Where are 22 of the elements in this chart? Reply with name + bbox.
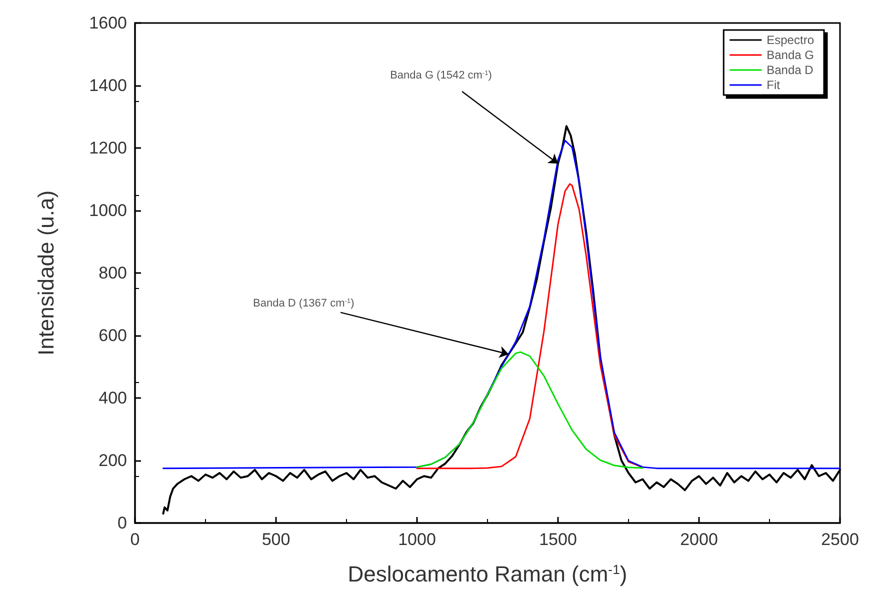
- y-tick-label: 1200: [89, 138, 127, 158]
- legend-label: Espectro: [766, 33, 814, 47]
- line-series: [416, 351, 644, 469]
- y-tick-label: 600: [98, 326, 127, 345]
- y-tick-label: 200: [98, 451, 127, 470]
- y-tick-label: 1400: [89, 76, 127, 95]
- y-tick-label: 1000: [89, 201, 127, 220]
- x-tick-label: 2500: [821, 530, 859, 549]
- legend-label: Fit: [766, 78, 781, 92]
- x-tick-label: 500: [262, 530, 290, 549]
- y-tick-label: 800: [98, 264, 127, 282]
- legend-label: Banda D: [766, 63, 814, 77]
- x-tick-label: 1000: [398, 530, 436, 549]
- y-tick-label: 1600: [89, 14, 127, 32]
- y-axis-title: Intensidade (u.a): [34, 190, 58, 356]
- x-tick-label: 0: [130, 530, 140, 549]
- x-tick-label: 2000: [680, 530, 718, 549]
- line-series: [162, 140, 841, 470]
- y-tick-label: 400: [98, 388, 127, 408]
- x-tick-label: 1500: [539, 530, 577, 549]
- legend-label: Banda G: [766, 48, 814, 62]
- y-tick-label: 0: [118, 514, 127, 532]
